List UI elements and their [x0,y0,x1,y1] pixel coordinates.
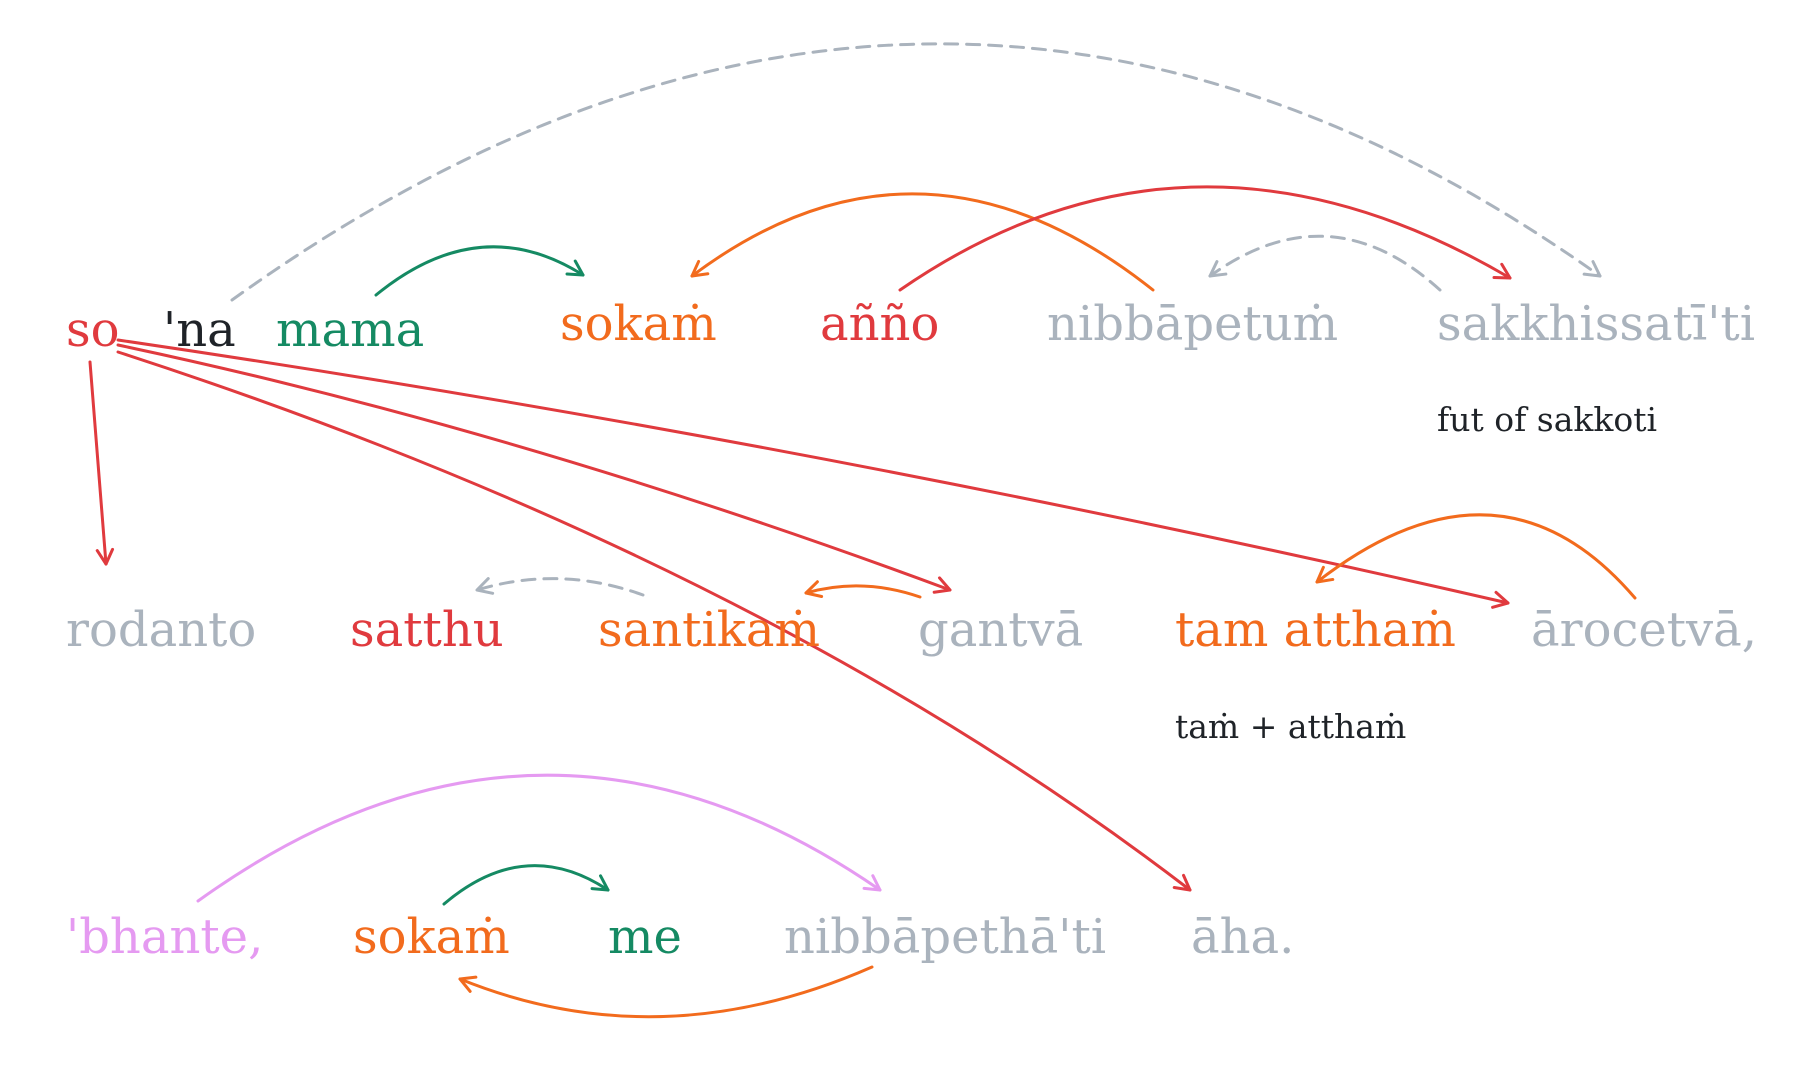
link-so-to-rodanto [88,360,115,566]
word-nibbapetha: nibbāpethā'ti [784,909,1106,965]
link-na-to-sakkhissati [230,42,1602,302]
arrowhead-icon [932,576,952,594]
arrowhead-icon [1582,260,1602,278]
links-layer [88,42,1637,1019]
notes-layer: fut of sakkoti taṁ + atthaṁ [1175,400,1657,746]
arrowhead-icon [458,975,478,993]
link-line [804,584,922,599]
link-santikam-to-satthu [475,577,645,597]
word-na: 'na [163,302,236,358]
link-line [475,577,645,597]
link-arocetva-to-tam-attham [1315,513,1637,600]
link-sakkhissati-to-nibbapetum [1208,234,1442,292]
link-line [230,42,1602,302]
link-anno-to-sakkhissati [898,185,1512,292]
arrowhead-icon [590,874,610,892]
word-rodanto: rodanto [66,602,256,658]
word-bhante: 'bhante, [66,909,263,965]
word-sokam2: sokaṁ [353,909,510,965]
word-nibbapetum: nibbāpetuṁ [1047,296,1338,352]
link-line [374,245,585,297]
word-anno: añño [820,296,939,352]
link-so-to-arocetva [116,338,1510,609]
arrowhead-icon [862,874,882,892]
arrowhead-icon [1208,260,1228,278]
arrowhead-icon [95,547,115,566]
word-so: so [66,302,120,358]
link-nibbapetha-to-sokam2 [458,965,874,1019]
word-satthu: satthu [350,602,504,658]
arrowhead-icon [690,259,710,278]
note-tam-label: taṁ + atthaṁ [1175,707,1406,746]
word-santikam: santikaṁ [598,602,820,658]
arrowhead-icon [1172,873,1192,892]
word-sakkhissati: sakkhissatī'ti [1437,296,1755,352]
link-so-to-aha [116,350,1192,892]
link-line [1208,234,1442,292]
word-sokam1: sokaṁ [560,296,717,352]
arrowhead-icon [475,577,495,595]
link-nibbapetum-to-sokam1 [690,192,1155,292]
note-sakkoti-label: fut of sakkoti [1437,400,1657,439]
arrowhead-icon [1492,262,1512,280]
link-line [690,192,1155,292]
word-aha: āha. [1191,909,1294,965]
link-line [116,350,1192,892]
link-mama-to-sokam1 [374,245,585,297]
link-line [116,343,952,592]
link-line [898,185,1512,292]
arrowhead-icon [804,580,824,599]
link-bhante-to-nibbapetha [196,773,882,903]
link-sokam2-to-me [442,864,610,906]
link-line [196,773,882,903]
link-gantva-to-santikam [804,580,922,599]
word-arocetva: ārocetvā, [1531,602,1757,658]
link-line [442,864,610,906]
arrowhead-icon [565,259,585,277]
words-layer: so 'na mama sokaṁ añño nibbāpetuṁ sakkhissatī'… [66,296,1757,965]
word-me: me [608,909,682,965]
link-line [116,338,1510,605]
word-mama: mama [276,302,424,358]
link-line [458,965,874,1019]
arrowhead-icon [1491,590,1510,609]
word-gantva: gantvā [918,602,1083,658]
link-line [88,360,108,566]
link-line [1315,513,1637,600]
arrowhead-icon [1315,565,1335,584]
word-tam-attham: tam atthaṁ [1175,602,1456,658]
link-so-to-gantva [116,343,952,594]
